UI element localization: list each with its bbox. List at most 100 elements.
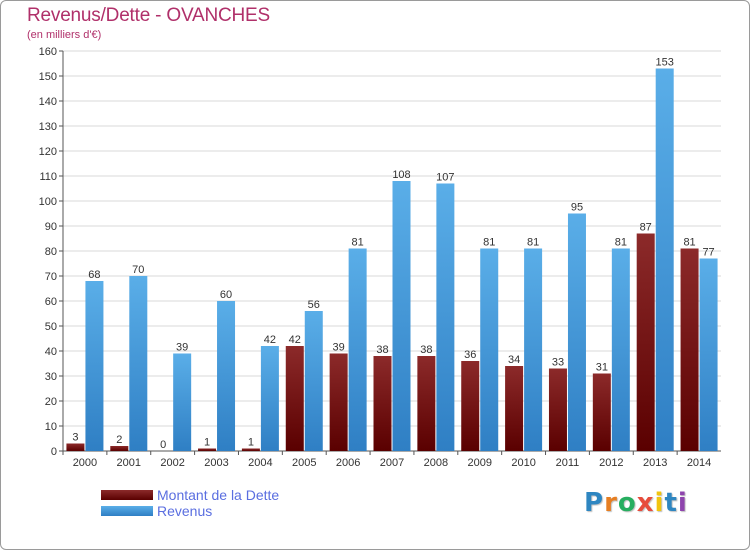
- bar-revenus-2012: [611, 248, 630, 451]
- y-tick-label: 100: [39, 196, 57, 208]
- data-label-dette-2000: 3: [72, 432, 78, 444]
- x-tick-label: 2010: [511, 457, 535, 469]
- data-label-dette-2014: 81: [683, 237, 695, 249]
- data-label-dette-2002: 0: [160, 439, 166, 451]
- bar-dette-2006: [329, 353, 348, 451]
- data-label-revenus-2002: 39: [176, 342, 188, 354]
- bar-dette-2012: [592, 373, 611, 451]
- bar-dette-2014: [680, 248, 699, 451]
- legend: Montant de la Dette Revenus: [101, 487, 361, 519]
- bar-revenus-2000: [85, 281, 104, 451]
- y-tick-label: 160: [39, 46, 57, 58]
- data-label-dette-2003: 1: [204, 437, 210, 449]
- logo-letter: o: [617, 488, 637, 518]
- y-tick-label: 0: [51, 446, 57, 458]
- x-tick-label: 2009: [467, 457, 491, 469]
- bar-revenus-2002: [173, 353, 192, 451]
- logo-letter: t: [664, 488, 678, 518]
- x-tick-label: 2002: [160, 457, 184, 469]
- data-label-dette-2009: 36: [464, 349, 476, 361]
- bar-revenus-2010: [524, 248, 543, 451]
- data-label-revenus-2004: 42: [264, 334, 276, 346]
- bar-dette-2008: [417, 356, 436, 451]
- bar-revenus-2004: [260, 346, 279, 451]
- data-label-revenus-2006: 81: [352, 237, 364, 249]
- legend-item-dette: Montant de la Dette: [101, 487, 361, 503]
- bar-dette-2013: [636, 233, 655, 451]
- bar-dette-2007: [373, 356, 392, 451]
- bars: [66, 68, 718, 451]
- logo-letter: i: [654, 488, 665, 518]
- bar-dette-2005: [285, 346, 304, 451]
- y-tick-label: 90: [45, 221, 57, 233]
- data-label-revenus-2009: 81: [483, 237, 495, 249]
- data-label-dette-2004: 1: [248, 437, 254, 449]
- bar-revenus-2007: [392, 181, 411, 451]
- logo-letter: P: [584, 488, 605, 518]
- data-label-revenus-2003: 60: [220, 289, 232, 301]
- legend-swatch-revenus: [101, 506, 153, 516]
- data-label-dette-2008: 38: [420, 344, 432, 356]
- y-tick-label: 50: [45, 321, 57, 333]
- legend-swatch-dette: [101, 490, 153, 500]
- x-tick-label: 2004: [248, 457, 272, 469]
- chart-subtitle: (en milliers d'€): [27, 29, 102, 41]
- x-tick-label: 2012: [599, 457, 623, 469]
- data-label-dette-2001: 2: [116, 434, 122, 446]
- chart-title: Revenus/Dette - OVANCHES: [27, 5, 270, 26]
- x-tick-label: 2003: [204, 457, 228, 469]
- data-label-revenus-2000: 68: [88, 269, 100, 281]
- bar-revenus-2003: [217, 301, 236, 451]
- y-tick-label: 150: [39, 71, 57, 83]
- data-label-revenus-2010: 81: [527, 237, 539, 249]
- bar-revenus-2013: [655, 68, 674, 451]
- bar-dette-2003: [198, 448, 217, 451]
- legend-label-dette: Montant de la Dette: [157, 487, 280, 503]
- bar-revenus-2008: [436, 183, 455, 451]
- bar-dette-2011: [548, 368, 567, 451]
- y-tick-label: 110: [39, 171, 57, 183]
- proxiti-logo: Proxiti: [584, 488, 688, 518]
- data-label-dette-2005: 42: [289, 334, 301, 346]
- data-labels: 3 2 0 1 1 42 39 38 38 36 34 33 31 87 81 68 70 39 60 42 56 81 1…: [72, 57, 714, 452]
- data-label-dette-2010: 34: [508, 354, 520, 366]
- bar-dette-2001: [110, 446, 129, 451]
- data-label-revenus-2013: 153: [656, 57, 674, 69]
- bar-revenus-2001: [129, 276, 148, 451]
- bar-dette-2004: [241, 448, 260, 451]
- y-tick-label: 140: [39, 96, 57, 108]
- data-label-revenus-2011: 95: [571, 202, 583, 214]
- axes: 0102030405060708090100110120130140150160…: [39, 46, 721, 469]
- logo-letter: x: [636, 488, 655, 518]
- y-tick-label: 80: [45, 246, 57, 258]
- data-label-dette-2013: 87: [640, 222, 652, 234]
- data-label-revenus-2014: 77: [702, 247, 714, 259]
- y-tick-label: 20: [45, 396, 57, 408]
- y-tick-label: 40: [45, 346, 57, 358]
- bar-dette-2009: [461, 361, 480, 451]
- data-label-revenus-2007: 108: [392, 169, 410, 181]
- data-label-dette-2011: 33: [552, 357, 564, 369]
- y-tick-label: 30: [45, 371, 57, 383]
- y-tick-label: 70: [45, 271, 57, 283]
- x-tick-label: 2014: [687, 457, 711, 469]
- x-tick-label: 2013: [643, 457, 667, 469]
- bar-revenus-2006: [348, 248, 367, 451]
- x-tick-label: 2000: [73, 457, 97, 469]
- data-label-dette-2007: 38: [376, 344, 388, 356]
- grid-lines: [63, 50, 721, 452]
- y-tick-label: 120: [39, 146, 57, 158]
- logo-letter: r: [604, 488, 618, 518]
- bar-revenus-2005: [304, 311, 323, 451]
- bar-revenus-2014: [699, 258, 718, 451]
- bar-dette-2010: [505, 366, 524, 451]
- y-tick-label: 60: [45, 296, 57, 308]
- data-label-revenus-2012: 81: [615, 237, 627, 249]
- y-tick-label: 10: [45, 421, 57, 433]
- x-tick-label: 2001: [117, 457, 141, 469]
- data-label-dette-2006: 39: [333, 342, 345, 354]
- bar-revenus-2011: [567, 213, 586, 451]
- data-label-revenus-2005: 56: [308, 299, 320, 311]
